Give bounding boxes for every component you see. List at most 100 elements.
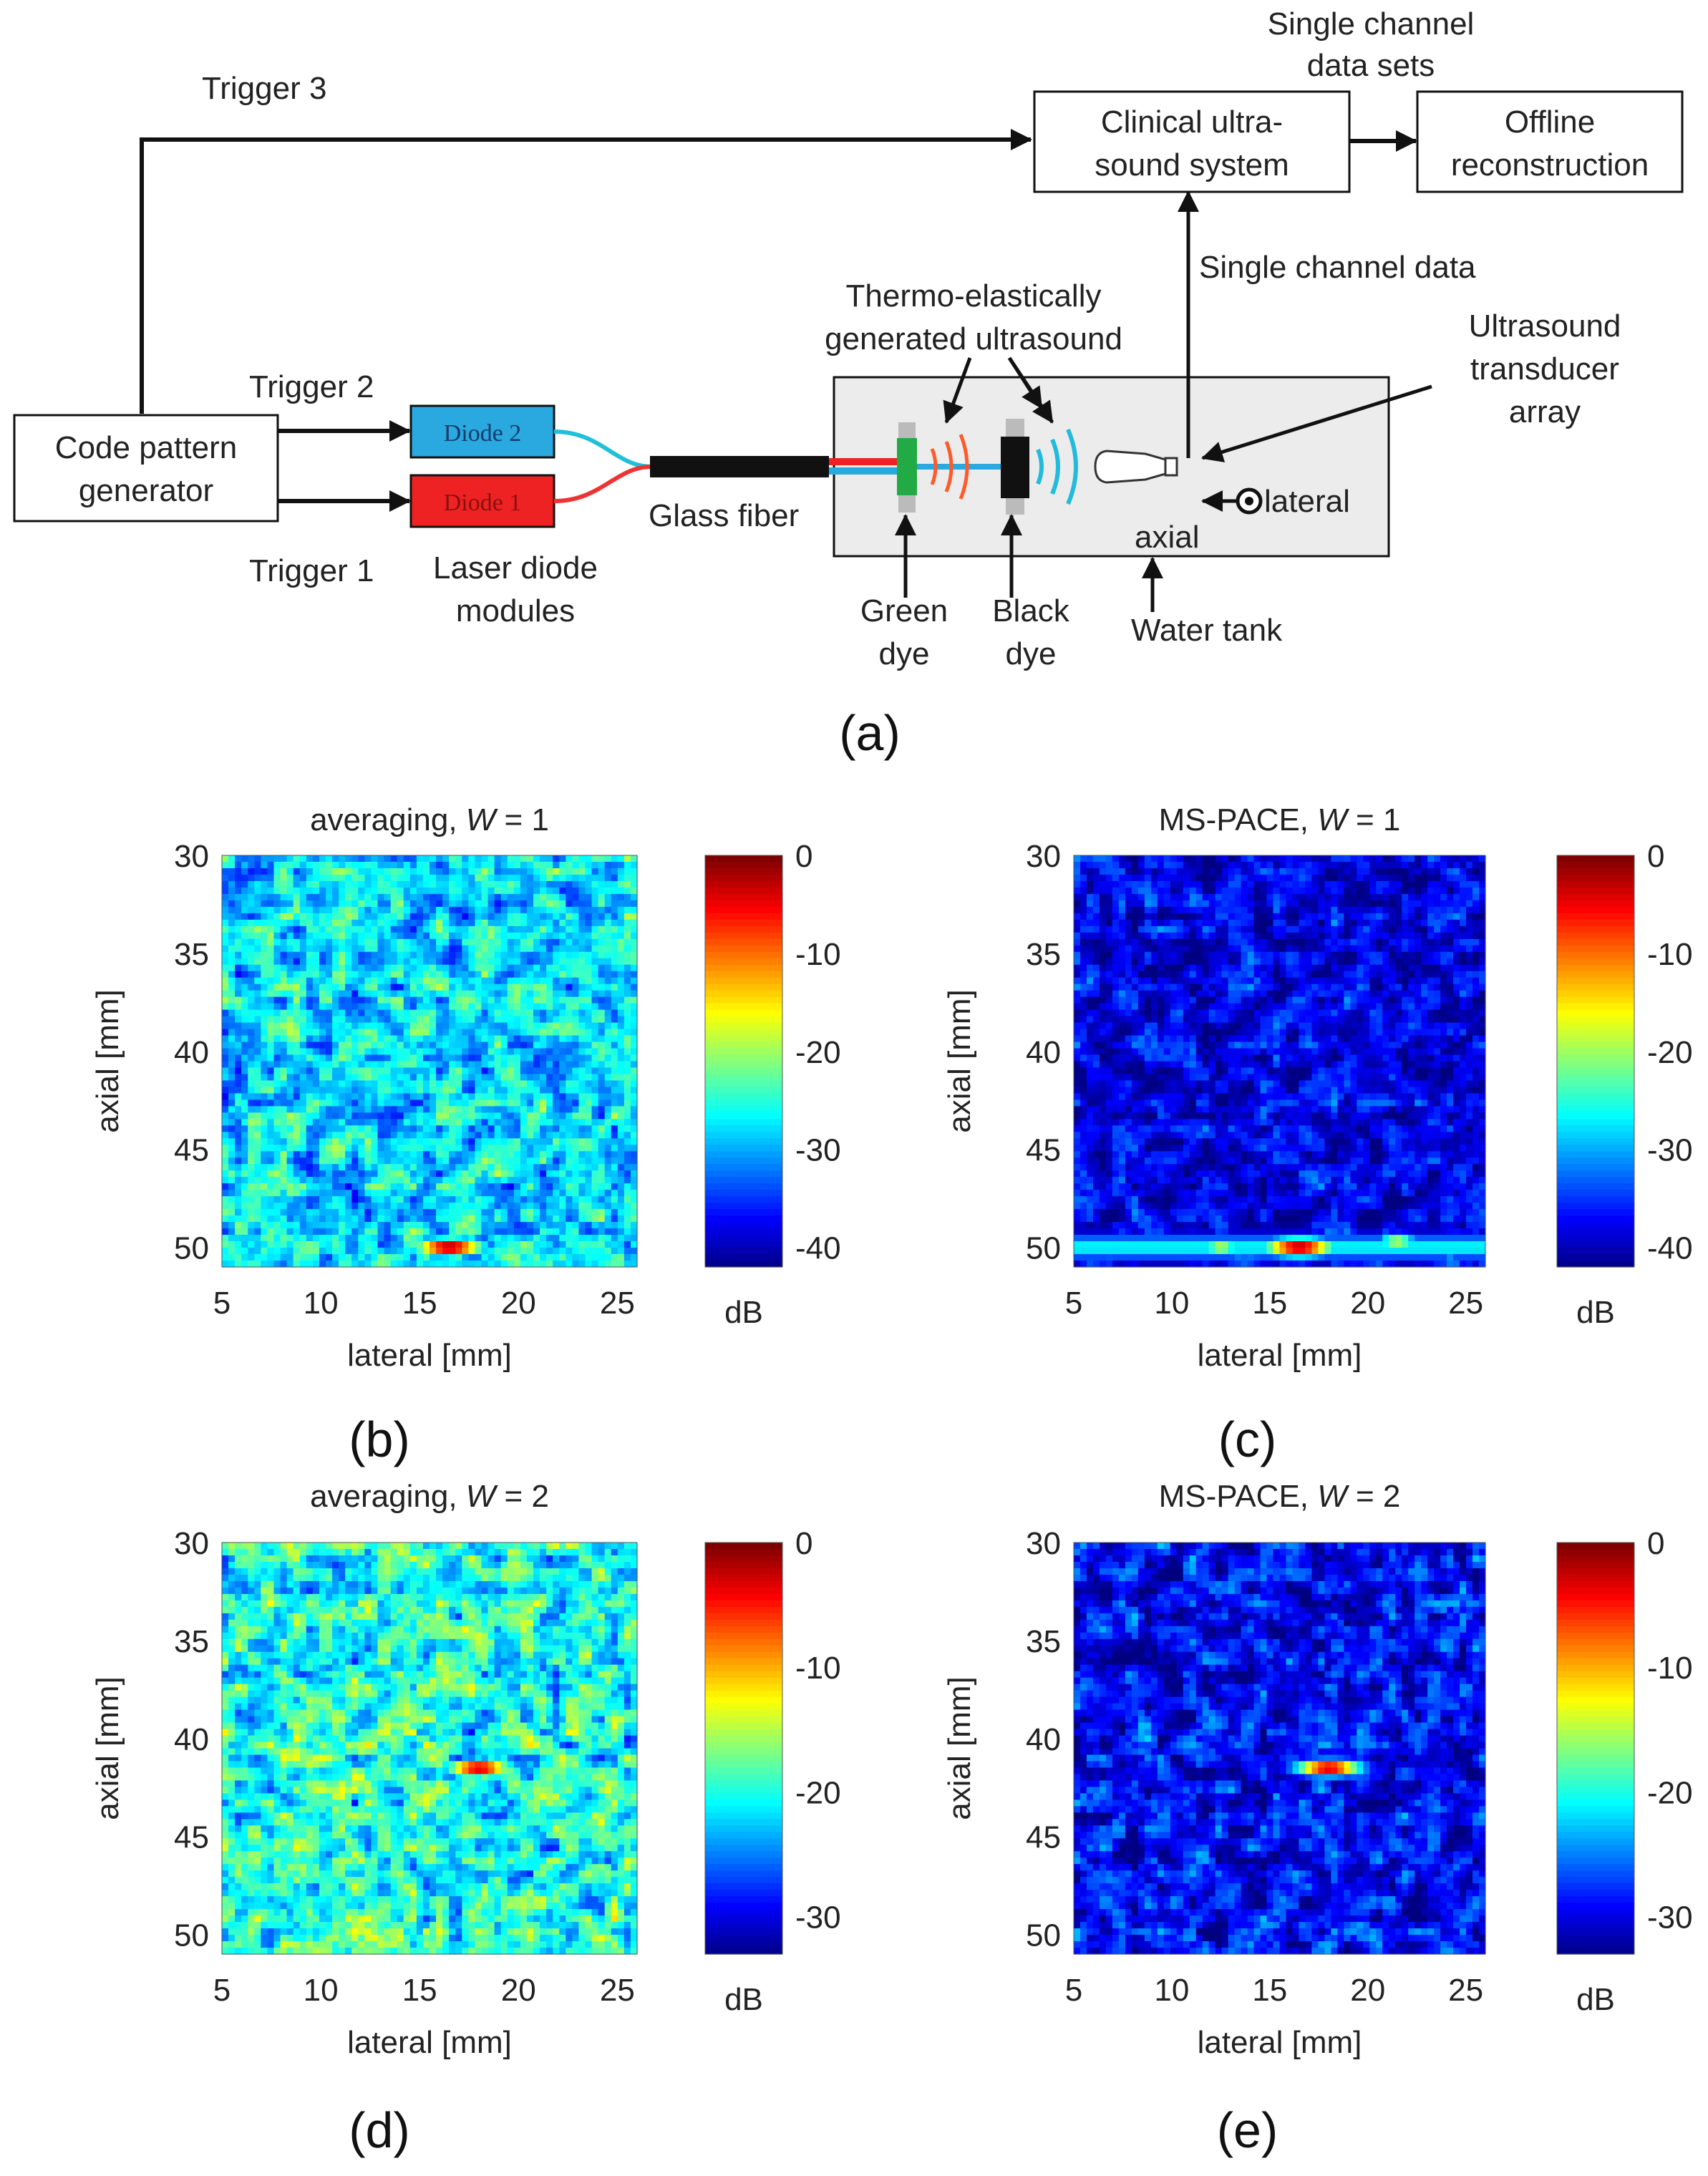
heatmap-cell [384, 971, 392, 978]
heatmap-cell [254, 1241, 261, 1248]
heatmap-cell [475, 880, 482, 888]
heatmap-cell [604, 1248, 612, 1255]
heatmap-cell [533, 958, 540, 966]
heatmap-cell [1105, 855, 1113, 863]
heatmap-cell [339, 1241, 346, 1248]
heatmap-cell [1092, 900, 1100, 908]
heatmap-cell [449, 1170, 456, 1177]
heatmap-cell [422, 880, 430, 888]
heatmap-cell [364, 913, 372, 921]
heatmap-cell [617, 893, 625, 901]
heatmap-cell [286, 1248, 294, 1255]
heatmap-cell [494, 887, 502, 895]
heatmap-cell [339, 919, 346, 927]
heatmap-cell [475, 868, 482, 875]
heatmap-cell [430, 1151, 437, 1158]
heatmap-cell [455, 1157, 462, 1165]
heatmap-cell [1266, 887, 1274, 895]
heatmap-cell [345, 906, 352, 914]
heatmap-cell [222, 861, 229, 869]
heatmap-cell [1079, 880, 1087, 888]
heatmap-cell [403, 1261, 411, 1268]
heatmap-cell [500, 893, 508, 901]
heatmap-cell [513, 874, 521, 882]
heatmap-cell [598, 893, 606, 901]
heatmap-cell [1266, 926, 1274, 933]
heatmap-cell [494, 1035, 502, 1043]
colorbar-step [705, 971, 782, 978]
heatmap-cell [1234, 919, 1242, 927]
heatmap-cell [533, 1022, 540, 1030]
heatmap-cell [254, 996, 261, 1004]
heatmap-cell [261, 1203, 268, 1210]
heatmap-cell [572, 1016, 580, 1024]
heatmap-cell [345, 1125, 352, 1132]
heatmap-cell [559, 1203, 566, 1210]
heatmap-cell [222, 900, 229, 908]
heatmap-cell [436, 932, 443, 940]
heatmap-cell [351, 996, 359, 1004]
lateral-label: lateral [1264, 484, 1350, 519]
heatmap-cell [546, 1254, 553, 1261]
heatmap-cell [397, 1138, 404, 1145]
heatmap-cell [228, 996, 236, 1004]
heatmap-cell [546, 1248, 553, 1255]
heatmap-cell [442, 1061, 450, 1069]
heatmap-cell [326, 1183, 333, 1190]
heatmap-cell [533, 1099, 540, 1107]
heatmap-cell [397, 1228, 404, 1235]
heatmap-cell [578, 1041, 586, 1049]
heatmap-cell [1260, 919, 1268, 927]
heatmap-cell [500, 1215, 508, 1223]
heatmap-cell [416, 1087, 424, 1094]
heatmap-cell [526, 1235, 534, 1242]
heatmap-cell [1150, 861, 1158, 869]
heatmap-cell [390, 932, 398, 940]
heatmap-cell [339, 1048, 346, 1056]
heatmap-cell [332, 1132, 339, 1139]
heatmap-cell [604, 855, 612, 863]
heatmap-cell [267, 977, 275, 985]
heatmap-cell [1337, 880, 1344, 888]
heatmap-cell [604, 964, 612, 972]
heatmap-cell [513, 1157, 521, 1165]
heatmap-cell [299, 1112, 307, 1119]
heatmap-cell [261, 1254, 268, 1261]
heatmap-cell [1395, 861, 1402, 869]
heatmap-cell [591, 1041, 599, 1049]
heatmap-cell [339, 1009, 346, 1017]
heatmap-cell [319, 964, 326, 972]
heatmap-cell [578, 861, 586, 869]
heatmap-cell [598, 996, 606, 1004]
heatmap-cell [566, 1080, 573, 1088]
heatmap-cell [598, 1157, 606, 1165]
heatmap-cell [585, 971, 593, 978]
heatmap-cell [1157, 919, 1165, 927]
heatmap-cell [487, 1190, 495, 1197]
heatmap-cell [494, 1157, 502, 1165]
heatmap-cell [1279, 893, 1287, 901]
heatmap-cell [630, 1248, 638, 1255]
heatmap-cell [345, 919, 352, 927]
heatmap-cell [280, 1261, 288, 1268]
heatmap-cell [286, 1112, 294, 1119]
heatmap-cell [261, 919, 268, 927]
heatmap-cell [1125, 900, 1132, 908]
heatmap-cell [339, 1215, 346, 1223]
heatmap-cell [299, 1106, 307, 1113]
heatmap-cell [228, 1093, 236, 1100]
heatmap-cell [578, 1215, 586, 1223]
heatmap-cell [286, 913, 294, 921]
heatmap-cell [312, 1061, 320, 1069]
heatmap-cell [617, 1093, 625, 1100]
heatmap-cell [546, 868, 553, 875]
heatmap-cell [540, 1170, 547, 1177]
heatmap-cell [455, 1222, 462, 1229]
heatmap-cell [623, 1164, 631, 1171]
heatmap-cell [1311, 913, 1319, 921]
heatmap-cell [280, 1087, 288, 1094]
heatmap-cell [1382, 861, 1389, 869]
heatmap-cell [598, 900, 606, 908]
heatmap-cell [455, 951, 462, 959]
heatmap-cell [559, 1196, 566, 1203]
